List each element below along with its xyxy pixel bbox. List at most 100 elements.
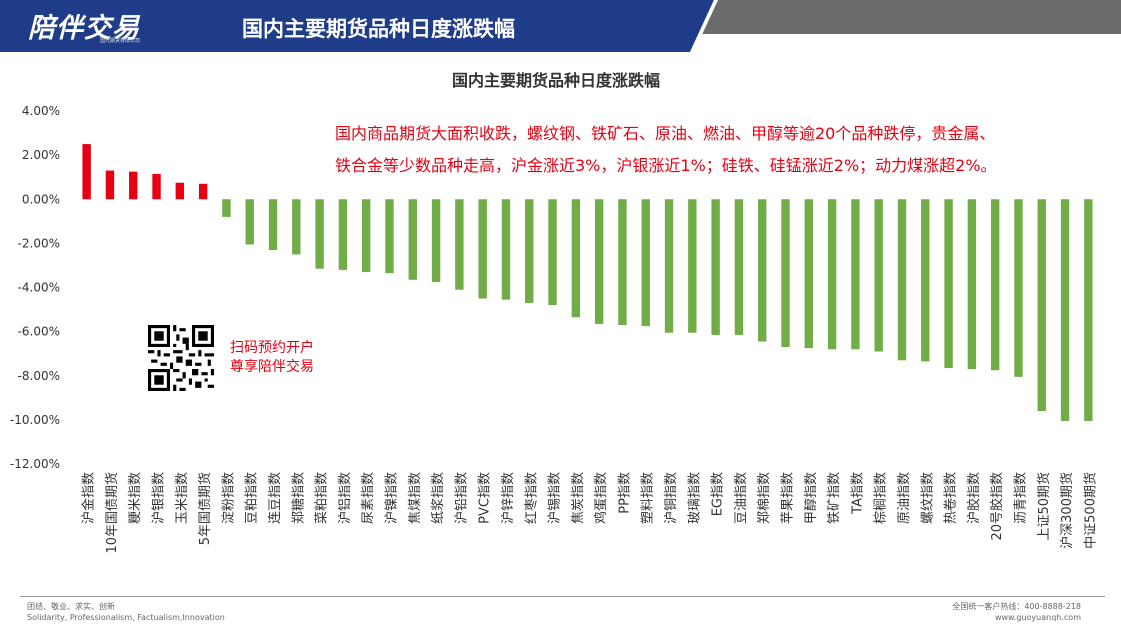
x-tick-label: 塑料指数 (641, 472, 656, 524)
x-tick-label: 中证500期货 (1082, 472, 1098, 549)
bar (245, 199, 254, 245)
x-tick-label: 5年国债期货 (197, 472, 213, 545)
x-tick-label: 苹果指数 (781, 472, 796, 524)
x-axis-labels: 沪金指数 10年国债期货 粳米指数 沪银指数 玉米指数 5年国债期货 淀粉指数 豆粕指数 连豆指… (81, 472, 1099, 554)
x-tick-label: 甲醇指数 (803, 472, 819, 524)
y-tick-label: 4.00% (22, 104, 60, 118)
bar (548, 199, 557, 306)
bars (82, 144, 1093, 421)
bar (897, 199, 907, 361)
bar (525, 199, 534, 303)
bar (338, 199, 348, 270)
x-tick-label: 沪金指数 (81, 472, 97, 524)
bar (175, 182, 185, 200)
x-tick-label: 原油指数 (897, 472, 912, 524)
x-tick-label: 螺纹指数 (920, 472, 935, 524)
qr-caption: 扫码预约开户 尊享陪伴交易 (230, 339, 314, 377)
x-tick-label: 20号胶指数 (989, 472, 1005, 541)
bar (1060, 199, 1070, 421)
y-axis-ticks: 4.00% 2.00% 0.00% -2.00% -4.00% -6.00% -8.00% -… (10, 104, 60, 471)
x-tick-label: 棕榈指数 (874, 472, 889, 524)
bar (408, 199, 417, 280)
x-tick-label: 沪铝指数 (337, 472, 353, 524)
footer-divider (20, 596, 1105, 597)
logo: 陪伴交易 (28, 13, 140, 44)
logo-subtitle: 国元期货有限公司 (100, 38, 141, 44)
x-tick-label: 玻璃指数 (687, 472, 702, 524)
x-tick-label: 淀粉指数 (221, 472, 236, 524)
x-tick-label: 郑棉指数 (757, 472, 772, 524)
bar (362, 199, 371, 273)
y-tick-label: -4.00% (18, 281, 60, 295)
x-tick-label: PVC指数 (478, 472, 493, 524)
x-tick-label: 鸡蛋指数 (593, 472, 609, 524)
x-tick-label: 纸浆指数 (431, 472, 446, 524)
y-tick-label: -8.00% (18, 369, 60, 383)
x-tick-label: TA指数 (850, 472, 865, 515)
annotation: 国内商品期货大面积收跌，螺纹钢、铁矿石、原油、燃油、甲醇等逾20个品种跌停，贵金… (335, 118, 1115, 182)
x-tick-label: 焦煤指数 (408, 472, 423, 524)
header-banner: 陪伴交易 国元期货有限公司 国内主要期货品种日度涨跌幅 (0, 0, 1121, 56)
bar (152, 173, 161, 200)
x-tick-label: 10年国债期货 (104, 472, 120, 554)
bar (1037, 199, 1046, 412)
bar (571, 199, 581, 318)
bar (874, 199, 883, 352)
x-tick-label: 沪深300期货 (1059, 472, 1075, 549)
bar (921, 199, 930, 362)
bar (711, 199, 720, 335)
bar (688, 199, 697, 333)
x-tick-label: 沪胶指数 (966, 472, 982, 524)
qr-caption-line-2: 尊享陪伴交易 (230, 359, 314, 375)
bar (129, 171, 138, 200)
annotation-line-1: 国内商品期货大面积收跌，螺纹钢、铁矿石、原油、燃油、甲醇等逾20个品种跌停，贵金… (335, 124, 996, 143)
bar (944, 199, 953, 369)
x-tick-label: 连豆指数 (267, 472, 283, 524)
x-tick-label: 沪铅指数 (453, 472, 469, 524)
x-tick-label: 沪锡指数 (547, 472, 563, 524)
bar (82, 144, 91, 200)
bar (315, 199, 324, 269)
bar (827, 199, 837, 350)
footer-slogan-cn: 团结、敬业、求实、创新 (27, 602, 115, 611)
page-title: 国内主要期货品种日度涨跌幅 (242, 17, 515, 41)
bar (967, 199, 977, 370)
x-tick-label: 沪镍指数 (383, 472, 399, 524)
x-tick-label: 郑糖指数 (290, 472, 306, 524)
chart-title: 国内主要期货品种日度涨跌幅 (452, 71, 660, 90)
bar (431, 199, 441, 282)
y-tick-label: -10.00% (10, 413, 60, 427)
bar (385, 199, 394, 274)
bar (268, 199, 278, 250)
x-tick-label: 沪银指数 (151, 472, 167, 524)
x-tick-label: 沥青指数 (1013, 472, 1028, 524)
x-tick-label: 豆粕指数 (245, 472, 260, 524)
bar (594, 199, 604, 324)
bar (292, 199, 301, 255)
qr-code[interactable] (148, 325, 214, 391)
footer-slogan: 团结、敬业、求实、创新 Solidarity, Professionalism,… (27, 601, 225, 623)
y-tick-label: -12.00% (10, 457, 60, 471)
x-tick-label: 热卷指数 (943, 472, 959, 524)
footer-website[interactable]: www.guoyuanqh.com (994, 613, 1081, 622)
x-tick-label: PP指数 (617, 472, 632, 514)
bar (664, 199, 674, 333)
qr-caption-line-1: 扫码预约开户 (230, 340, 314, 356)
bar (501, 199, 511, 300)
bar (105, 170, 115, 200)
bar (851, 199, 860, 350)
x-tick-label: EG指数 (711, 472, 726, 516)
footer-hotline: 全国统一客户热线：400-8888-218 (952, 602, 1081, 611)
footer-contact: 全国统一客户热线：400-8888-218 www.guoyuanqh.com (952, 601, 1081, 623)
x-tick-label: 粳米指数 (128, 472, 143, 524)
y-tick-label: 2.00% (22, 148, 60, 162)
x-tick-label: 沪铜指数 (663, 472, 679, 524)
bar (734, 199, 744, 335)
bar (198, 183, 208, 200)
bar (990, 199, 1000, 371)
annotation-line-2: 铁合金等少数品种走高，沪金涨近3%，沪银涨近1%；硅铁、硅锰涨近2%；动力煤涨超… (335, 156, 997, 175)
x-tick-label: 红枣指数 (523, 472, 539, 524)
bar (1084, 199, 1093, 421)
bar (641, 199, 650, 327)
